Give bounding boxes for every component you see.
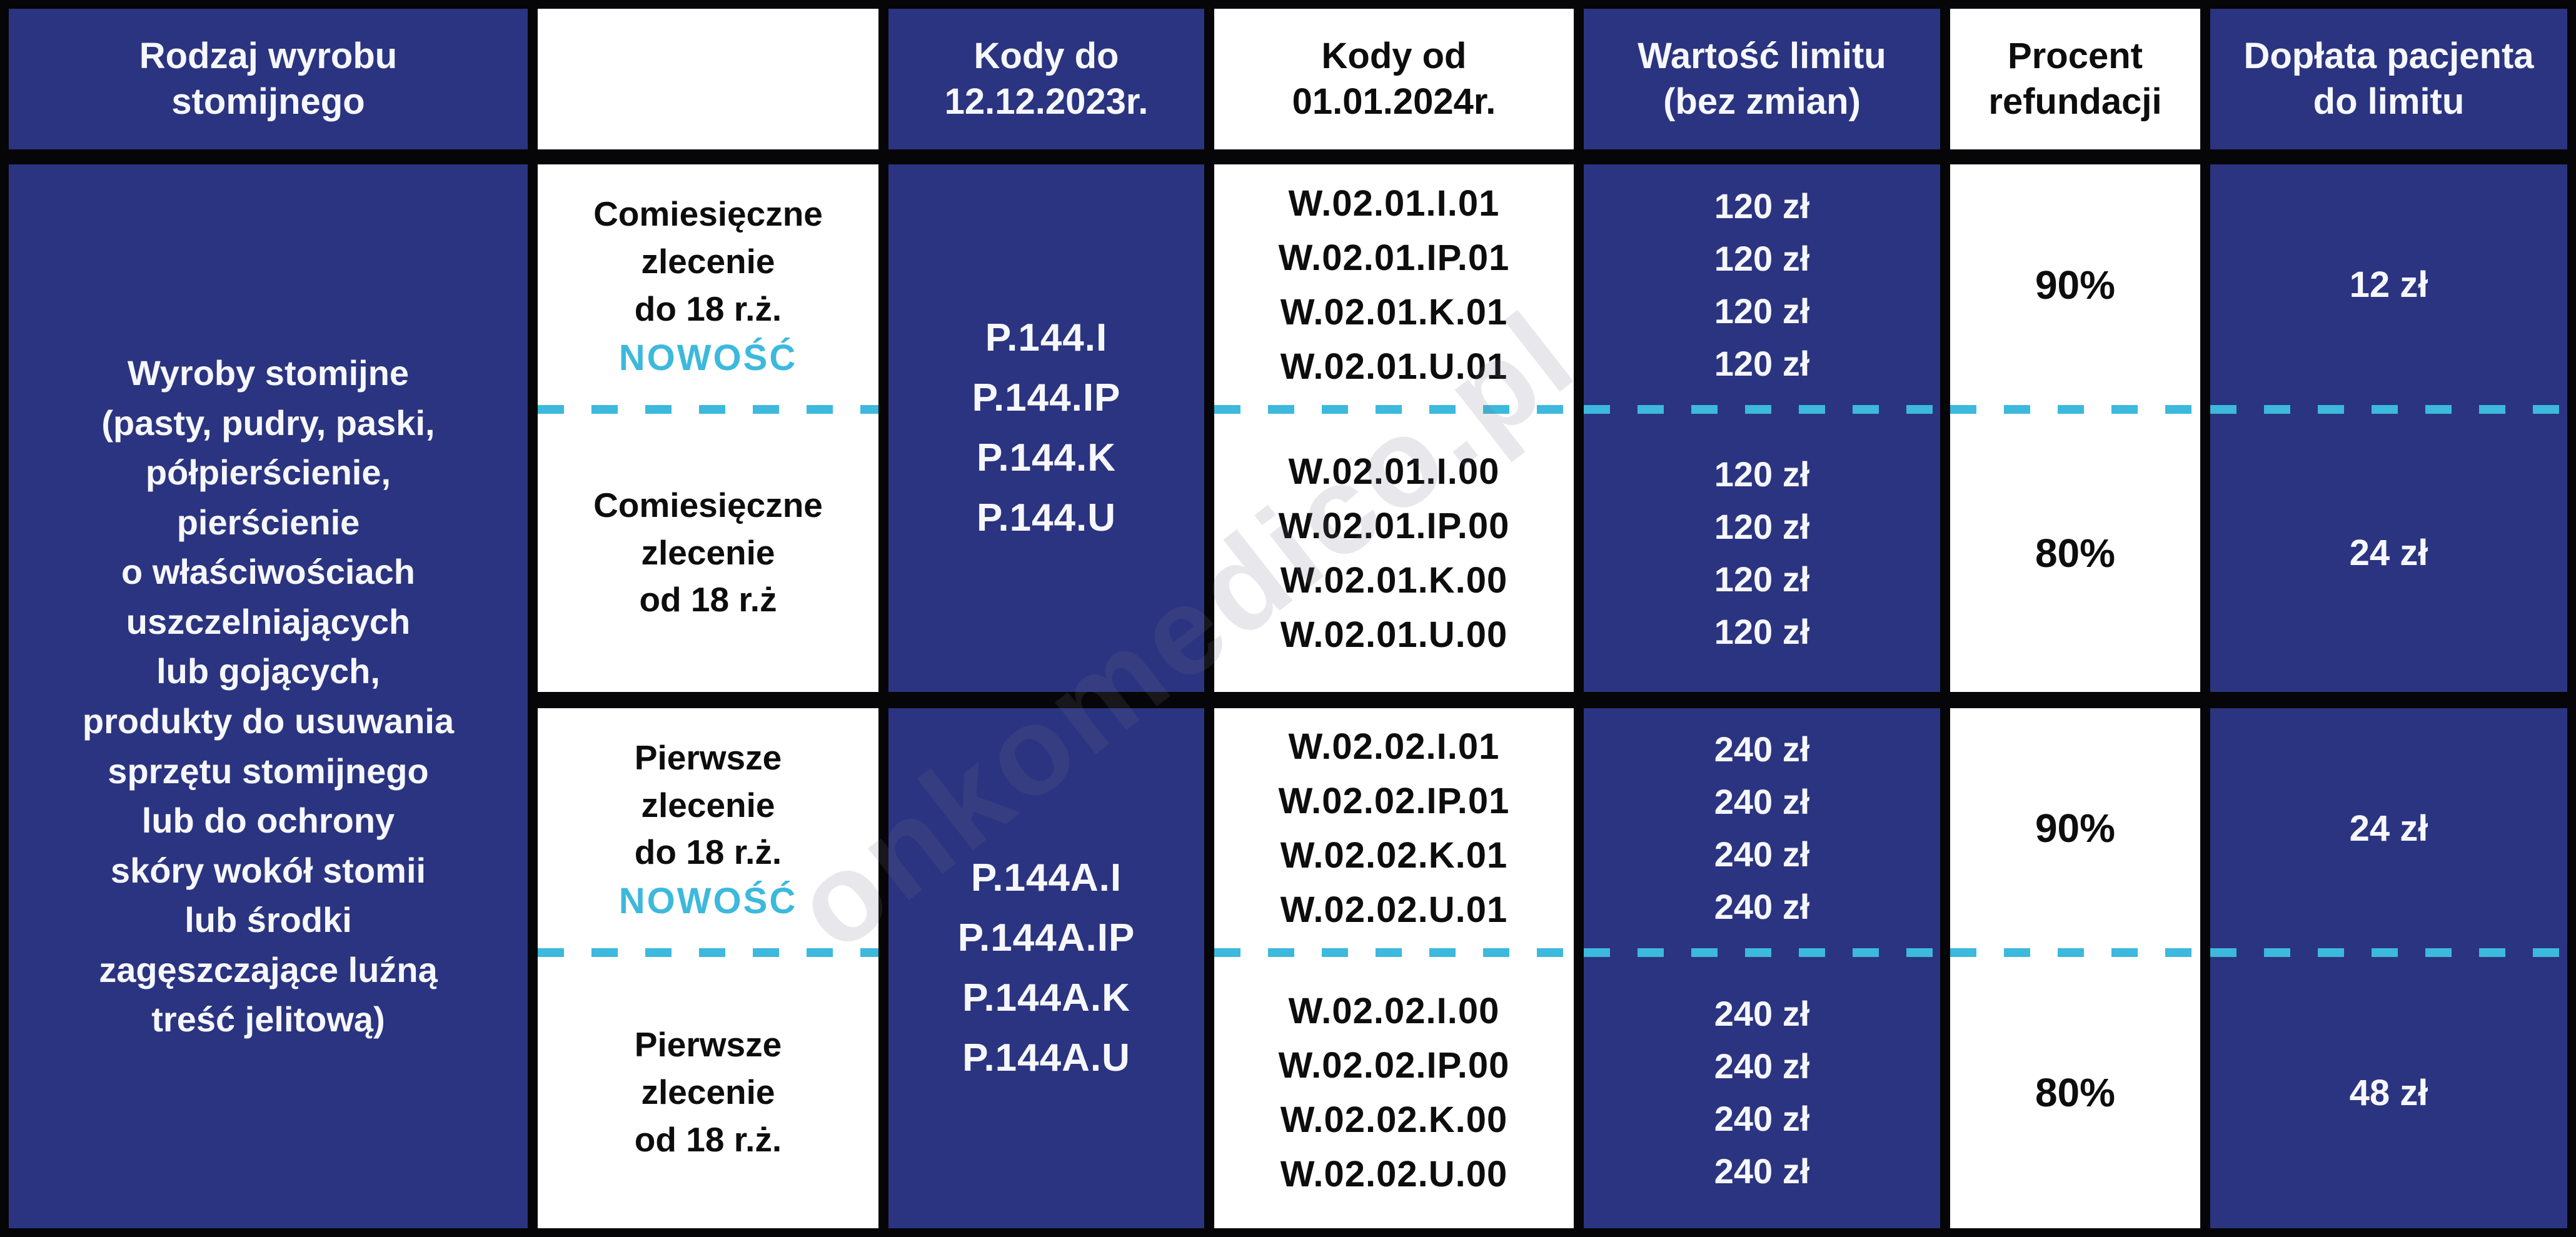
order-cell-monthly-under18: Comiesięczne zlecenie do 18 r.ż. NOWOŚĆ bbox=[538, 164, 878, 405]
header-product-type: Rodzaj wyrobu stomijnego bbox=[9, 9, 528, 149]
table-header-row: Rodzaj wyrobu stomijnego Kody do 12.12.2… bbox=[9, 9, 2567, 149]
order-label: Comiesięczne zlecenie od 18 r.ż bbox=[593, 485, 823, 619]
new-badge: NOWOŚĆ bbox=[618, 881, 798, 922]
limit-value-cell: 240 zł 240 zł 240 zł 240 zł bbox=[1584, 957, 1940, 1228]
limit-value-cell: 240 zł 240 zł 240 zł 240 zł bbox=[1584, 708, 1940, 948]
header-patient-copay: Dopłata pacjenta do limitu bbox=[2210, 9, 2567, 149]
copay-cell: 24 zł bbox=[2210, 708, 2567, 948]
order-label: Comiesięczne zlecenie do 18 r.ż. bbox=[593, 194, 823, 328]
order-cell-first-over18: Pierwsze zlecenie od 18 r.ż. bbox=[538, 957, 878, 1228]
old-codes-first-cell: P.144A.I P.144A.IP P.144A.K P.144A.U bbox=[888, 708, 1204, 1228]
table-body: Wyroby stomijne (pasty, pudry, paski, pó… bbox=[9, 164, 2567, 1228]
header-order-type-empty bbox=[538, 9, 878, 149]
refund-percent-cell: 80% bbox=[1950, 414, 2200, 692]
copay-cell: 48 zł bbox=[2210, 957, 2567, 1228]
refund-percent-cell: 90% bbox=[1950, 164, 2200, 405]
dashed-divider bbox=[1214, 948, 1574, 957]
new-codes-cell: W.02.01.I.01 W.02.01.IP.01 W.02.01.K.01 … bbox=[1214, 164, 1574, 405]
copay-cell: 24 zł bbox=[2210, 414, 2567, 692]
header-limit-value: Wartość limitu (bez zmian) bbox=[1584, 9, 1940, 149]
dashed-divider bbox=[538, 948, 878, 957]
dashed-divider bbox=[2210, 405, 2567, 414]
limit-value-cell: 120 zł 120 zł 120 zł 120 zł bbox=[1584, 164, 1940, 405]
dashed-divider bbox=[1584, 405, 1940, 414]
product-description-cell: Wyroby stomijne (pasty, pudry, paski, pó… bbox=[9, 164, 528, 1228]
dashed-divider bbox=[2210, 948, 2567, 957]
order-cell-monthly-over18: Comiesięczne zlecenie od 18 r.ż bbox=[538, 414, 878, 692]
old-codes-monthly-cell: P.144.I P.144.IP P.144.K P.144.U bbox=[888, 164, 1204, 692]
header-codes-from-2024: Kody od 01.01.2024r. bbox=[1214, 9, 1574, 149]
dashed-divider bbox=[1950, 948, 2200, 957]
order-label: Pierwsze zlecenie do 18 r.ż. bbox=[634, 738, 782, 872]
order-label: Pierwsze zlecenie od 18 r.ż. bbox=[634, 1025, 782, 1159]
new-codes-cell: W.02.02.I.00 W.02.02.IP.00 W.02.02.K.00 … bbox=[1214, 957, 1574, 1228]
order-cell-first-under18: Pierwsze zlecenie do 18 r.ż. NOWOŚĆ bbox=[538, 708, 878, 948]
new-badge: NOWOŚĆ bbox=[618, 337, 798, 378]
dashed-divider bbox=[1950, 405, 2200, 414]
header-codes-until-2023: Kody do 12.12.2023r. bbox=[888, 9, 1204, 149]
dashed-divider bbox=[1214, 405, 1574, 414]
dashed-divider bbox=[1584, 948, 1940, 957]
refund-percent-cell: 80% bbox=[1950, 957, 2200, 1228]
header-refund-percent: Procent refundacji bbox=[1950, 9, 2200, 149]
new-codes-cell: W.02.02.I.01 W.02.02.IP.01 W.02.02.K.01 … bbox=[1214, 708, 1574, 948]
refund-percent-cell: 90% bbox=[1950, 708, 2200, 948]
dashed-divider bbox=[538, 405, 878, 414]
copay-cell: 12 zł bbox=[2210, 164, 2567, 405]
limit-value-cell: 120 zł 120 zł 120 zł 120 zł bbox=[1584, 414, 1940, 692]
new-codes-cell: W.02.01.I.00 W.02.01.IP.00 W.02.01.K.00 … bbox=[1214, 414, 1574, 692]
